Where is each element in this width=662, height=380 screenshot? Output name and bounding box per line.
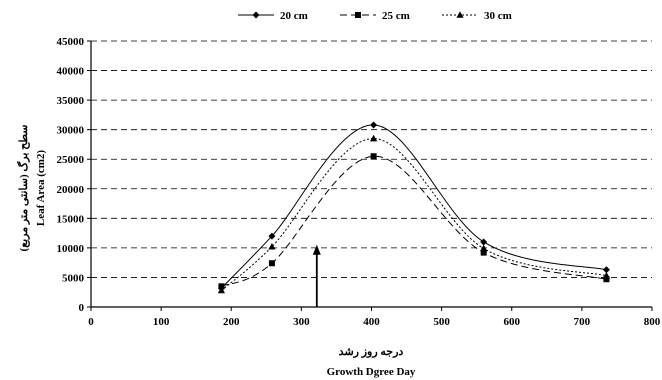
y-tick-label: 0 [79,302,85,314]
y-tick-label: 15000 [57,213,85,225]
x-tick-label: 600 [504,316,521,328]
data-point [370,121,378,129]
data-point [370,134,378,142]
legend-label: 25 cm [382,10,410,22]
annotation-arrow-head [312,244,321,255]
y-tick-label: 25000 [57,154,85,166]
y-axis-label-persian: سطح برگ (سانتی متر مربع) [16,125,30,252]
x-axis-ticks: 0 100 200 300 400 500 600 700 800 [88,307,661,328]
y-axis-ticks: 0 5000 10000 15000 20000 25000 30000 35000 40000… [57,36,91,314]
x-tick-label: 800 [644,316,661,328]
legend-label: 30 cm [484,10,512,22]
annotation-group [312,244,321,307]
x-tick-label: 0 [88,316,94,328]
y-tick-label: 20000 [57,184,85,196]
x-tick-label: 700 [574,316,591,328]
data-point [480,249,487,256]
series-group [217,121,611,294]
data-point [370,153,377,160]
data-point [602,271,611,279]
data-point [603,276,610,283]
x-tick-label: 400 [363,316,380,328]
x-axis-label-english: Growth Dgree Day [327,366,416,378]
x-tick-label: 500 [433,316,450,328]
legend-marker [355,12,361,18]
series-line [221,155,607,287]
y-axis-label-english: Leaf Area (cm2) [35,150,47,226]
y-tick-label: 45000 [57,36,85,48]
y-tick-label: 35000 [57,95,85,107]
x-tick-label: 200 [223,316,240,328]
data-point [268,232,276,240]
axes [90,41,652,308]
y-tick-label: 5000 [62,272,85,284]
data-point [217,286,226,294]
data-point [602,266,610,274]
data-point [480,238,488,246]
legend: 20 cm 25 cm 30 cm [238,10,512,22]
y-tick-label: 30000 [57,125,85,137]
x-tick-label: 300 [293,316,310,328]
y-tick-label: 40000 [57,66,85,78]
legend-marker [456,11,464,18]
data-point [218,283,225,290]
data-point [480,244,488,252]
series-line [221,138,607,291]
legend-label: 20 cm [280,10,308,22]
legend-marker [252,11,260,19]
y-tick-label: 10000 [57,243,85,255]
data-point [268,242,276,250]
x-axis-label-persian: درجه روز رشد [339,346,404,358]
series-line [221,124,607,289]
x-tick-label: 100 [153,316,170,328]
data-point [268,260,275,267]
